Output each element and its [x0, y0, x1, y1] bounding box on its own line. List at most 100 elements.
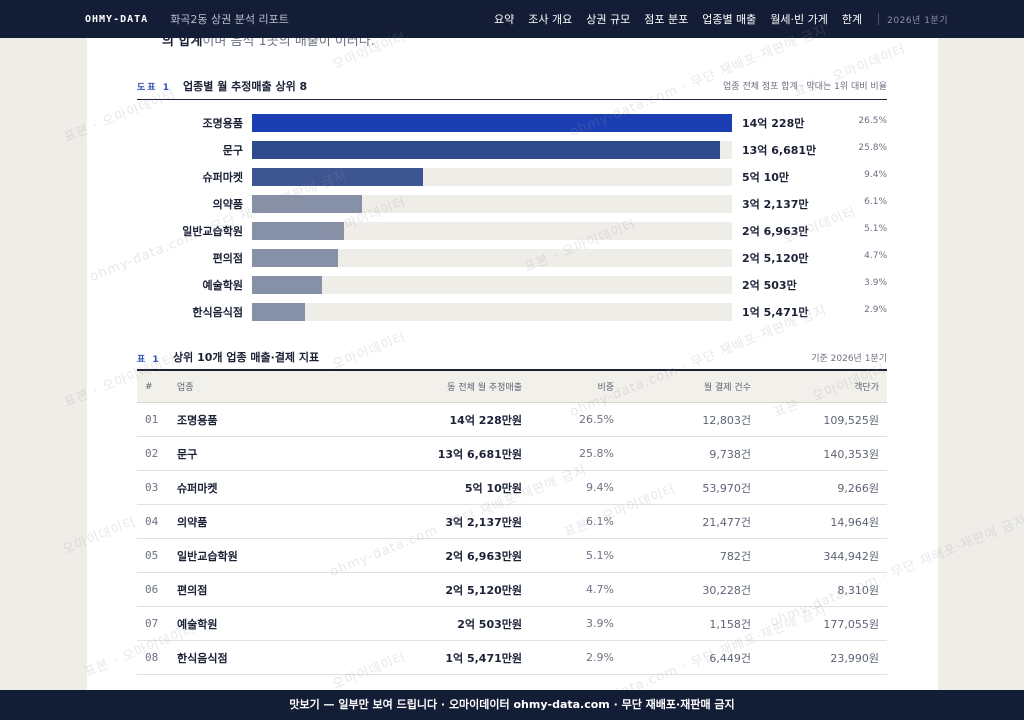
- payment-count-cell: 53,970건: [614, 470, 751, 505]
- industry-cell: 일반교습학원: [177, 538, 352, 573]
- bar-share-label: 3.9%: [864, 278, 887, 288]
- bar-row: 조명용품 14억 228만 26.5%: [87, 114, 938, 132]
- bar-category-label: 슈퍼마켓: [202, 171, 243, 184]
- table-tag: 표 1: [137, 355, 161, 365]
- brand-logo[interactable]: OHMY-DATA: [85, 13, 149, 25]
- revenue-cell: 1억 5,471만원: [352, 640, 522, 675]
- share-cell: 4.7%: [522, 572, 614, 607]
- industry-metrics-table: # 업종 동 전체 월 추정매출 비중 월 결제 건수 객단가 01 조명용품 14…: [137, 371, 887, 675]
- nav-divider: [878, 13, 880, 25]
- revenue-cell: 3억 2,137만원: [352, 504, 522, 539]
- bar-share-label: 25.8%: [858, 143, 887, 153]
- payment-count-cell: 6,449건: [614, 640, 751, 675]
- nav-item-limitations[interactable]: 한계: [841, 13, 863, 26]
- bar-share-label: 6.1%: [864, 197, 887, 207]
- bar-share-label: 9.4%: [864, 170, 887, 180]
- report-subtitle: 화곡2동 상권 분석 리포트: [170, 13, 289, 26]
- payment-count-cell: 30,228건: [614, 572, 751, 607]
- rank-cell: 01: [137, 402, 177, 437]
- bar: [252, 195, 362, 213]
- revenue-cell: 5억 10만원: [352, 470, 522, 505]
- bar-value-label: 2억 503만: [742, 279, 797, 292]
- bar-track: [252, 114, 732, 132]
- preview-footer-banner: 맛보기 — 일부만 보여 드립니다 · 오마이데이터 ohmy-data.com…: [0, 690, 1024, 720]
- bar-category-label: 한식음식점: [192, 306, 243, 319]
- revenue-cell: 13억 6,681만원: [352, 436, 522, 471]
- bar-category-label: 일반교습학원: [182, 225, 243, 238]
- bar-row: 슈퍼마켓 5억 10만 9.4%: [87, 168, 938, 186]
- payment-count-cell: 12,803건: [614, 402, 751, 437]
- nav-item-survey-overview[interactable]: 조사 개요: [528, 13, 573, 26]
- bar-share-label: 2.9%: [864, 305, 887, 315]
- bar: [252, 141, 720, 159]
- nav-item-summary[interactable]: 요약: [494, 13, 515, 26]
- industry-cell: 한식음식점: [177, 640, 352, 675]
- table-row: 01 조명용품 14억 228만원 26.5% 12,803건 109,525원: [137, 402, 887, 437]
- table-row: 05 일반교습학원 2억 6,963만원 5.1% 782건 344,942원: [137, 538, 887, 573]
- figure-header: 도표 1 업종별 월 추정매출 상위 8 업종 전체 점포 합계 · 막대는 1…: [137, 77, 887, 100]
- bar-track: [252, 222, 732, 240]
- bar-track: [252, 141, 732, 159]
- nav-item-rent-vacancy[interactable]: 월세·빈 가게: [770, 13, 828, 26]
- figure-note: 업종 전체 점포 합계 · 막대는 1위 대비 비율: [723, 82, 887, 92]
- industry-cell: 슈퍼마켓: [177, 470, 352, 505]
- industry-cell: 조명용품: [177, 402, 352, 437]
- share-cell: 9.4%: [522, 470, 614, 505]
- bar-row: 의약품 3억 2,137만 6.1%: [87, 195, 938, 213]
- share-cell: 25.8%: [522, 436, 614, 471]
- bar-row: 일반교습학원 2억 6,963만 5.1%: [87, 222, 938, 240]
- bar-row: 편의점 2억 5,120만 4.7%: [87, 249, 938, 267]
- table-row: 08 한식음식점 1억 5,471만원 2.9% 6,449건 23,990원: [137, 640, 887, 675]
- period-label: 2026년 1분기: [887, 15, 948, 26]
- industry-cell: 문구: [177, 436, 352, 471]
- bar: [252, 249, 338, 267]
- revenue-cell: 2억 5,120만원: [352, 572, 522, 607]
- avg-ticket-cell: 344,942원: [751, 538, 887, 573]
- avg-ticket-cell: 23,990원: [751, 640, 887, 675]
- revenue-cell: 2억 503만원: [352, 606, 522, 641]
- share-cell: 2.9%: [522, 640, 614, 675]
- rank-cell: 07: [137, 606, 177, 641]
- share-cell: 3.9%: [522, 606, 614, 641]
- payment-count-cell: 1,158건: [614, 606, 751, 641]
- nav-item-market-size[interactable]: 상권 규모: [586, 13, 631, 26]
- bar-value-label: 3억 2,137만: [742, 198, 809, 211]
- figure-title: 업종별 월 추정매출 상위 8: [183, 80, 308, 93]
- col-header-industry: 업종: [177, 371, 352, 403]
- avg-ticket-cell: 9,266원: [751, 470, 887, 505]
- revenue-cell: 2억 6,963만원: [352, 538, 522, 573]
- bar-share-label: 5.1%: [864, 224, 887, 234]
- col-header-avg-ticket: 객단가: [751, 371, 887, 403]
- industry-cell: 예술학원: [177, 606, 352, 641]
- nav-item-sales-by-industry[interactable]: 업종별 매출: [702, 13, 757, 26]
- table-title: 상위 10개 업종 매출·결제 지표: [173, 351, 320, 364]
- avg-ticket-cell: 8,310원: [751, 572, 887, 607]
- table-row: 06 편의점 2억 5,120만원 4.7% 30,228건 8,310원: [137, 572, 887, 607]
- payment-count-cell: 21,477건: [614, 504, 751, 539]
- rank-cell: 03: [137, 470, 177, 505]
- bar-category-label: 예술학원: [202, 279, 243, 292]
- intro-text-cut: 의 합계이며 음식 1곳의 매출이 이러다.: [162, 38, 375, 49]
- col-header-rank: #: [137, 371, 177, 403]
- table-row: 02 문구 13억 6,681만원 25.8% 9,738건 140,353원: [137, 436, 887, 471]
- avg-ticket-cell: 140,353원: [751, 436, 887, 471]
- bar-share-label: 26.5%: [858, 116, 887, 126]
- nav-item-store-distribution[interactable]: 점포 분포: [644, 13, 689, 26]
- industry-cell: 의약품: [177, 504, 352, 539]
- rank-cell: 05: [137, 538, 177, 573]
- bar: [252, 168, 424, 186]
- table-row: 03 슈퍼마켓 5억 10만원 9.4% 53,970건 9,266원: [137, 470, 887, 505]
- bar-category-label: 조명용품: [202, 117, 243, 130]
- table-header-row: # 업종 동 전체 월 추정매출 비중 월 결제 건수 객단가: [137, 371, 887, 403]
- bar-row: 예술학원 2억 503만 3.9%: [87, 276, 938, 294]
- table-row: 07 예술학원 2억 503만원 3.9% 1,158건 177,055원: [137, 606, 887, 641]
- share-cell: 5.1%: [522, 538, 614, 573]
- share-cell: 26.5%: [522, 402, 614, 437]
- rank-cell: 06: [137, 572, 177, 607]
- bar-track: [252, 195, 732, 213]
- avg-ticket-cell: 177,055원: [751, 606, 887, 641]
- col-header-payment-count: 월 결제 건수: [614, 371, 751, 403]
- figure-tag: 도표 1: [137, 83, 171, 93]
- rank-cell: 04: [137, 504, 177, 539]
- bar-row: 한식음식점 1억 5,471만 2.9%: [87, 303, 938, 321]
